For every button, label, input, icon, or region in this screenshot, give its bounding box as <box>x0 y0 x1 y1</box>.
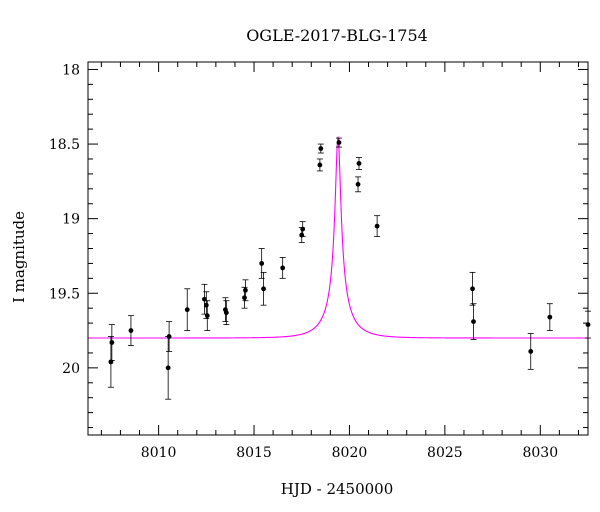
data-point <box>127 315 134 346</box>
axis-ticks <box>88 62 588 435</box>
y-tick-label: 19.5 <box>49 286 80 302</box>
data-point <box>374 215 381 237</box>
x-tick-label: 8020 <box>332 445 368 461</box>
data-point <box>242 279 249 302</box>
data-point <box>279 257 286 279</box>
data-point <box>108 324 115 361</box>
data-marker <box>243 287 248 293</box>
data-marker <box>317 162 323 168</box>
data-point <box>204 300 211 331</box>
data-marker <box>223 310 229 316</box>
data-marker <box>547 314 553 320</box>
data-marker <box>242 295 247 301</box>
data-marker <box>355 181 361 187</box>
data-marker <box>471 319 476 325</box>
data-point <box>166 321 173 352</box>
data-marker <box>166 334 172 339</box>
y-tick-label: 20 <box>62 361 80 377</box>
data-marker <box>300 226 306 232</box>
x-tick-label: 8025 <box>427 445 463 461</box>
chart-title: OGLE-2017-BLG-1754 <box>246 26 428 45</box>
data-point <box>299 221 306 237</box>
data-marker <box>528 349 534 354</box>
data-point <box>355 157 362 170</box>
data-marker <box>109 340 115 345</box>
data-point <box>317 143 324 154</box>
data-point <box>546 303 553 331</box>
data-points-layer <box>107 137 591 400</box>
data-marker <box>280 265 286 271</box>
data-marker <box>203 302 209 308</box>
model-curve-layer <box>88 136 588 339</box>
x-tick-label: 8015 <box>236 445 272 461</box>
data-marker <box>356 161 362 166</box>
data-point <box>316 158 323 172</box>
data-point <box>527 333 534 370</box>
data-point <box>165 336 172 400</box>
data-marker <box>336 140 342 145</box>
model-curve <box>88 136 588 339</box>
data-marker <box>165 365 171 371</box>
data-point <box>335 137 342 148</box>
data-point <box>184 288 191 331</box>
data-point <box>201 283 208 315</box>
data-point <box>469 271 476 306</box>
data-point <box>260 271 267 306</box>
data-point <box>258 248 265 279</box>
y-tick-label: 18.5 <box>49 137 80 153</box>
x-tick-label: 8030 <box>522 445 558 461</box>
data-marker <box>261 286 266 292</box>
y-axis-label: I magnitude <box>10 211 28 303</box>
y-tick-label: 18 <box>62 62 80 78</box>
data-point <box>470 303 477 340</box>
data-point <box>222 297 229 323</box>
plot-frame <box>87 61 589 436</box>
data-point <box>355 176 362 193</box>
y-tick-label: 19 <box>62 212 80 228</box>
data-point <box>223 300 230 325</box>
data-marker <box>259 261 265 266</box>
data-marker <box>204 313 210 319</box>
data-marker <box>318 146 324 151</box>
data-marker <box>128 328 134 333</box>
tick-labels: 8010 8015 8020 8025 8030 18 18.5 19 19.5 20 <box>49 62 558 461</box>
x-tick-label: 8010 <box>141 445 177 461</box>
data-marker <box>470 286 475 292</box>
data-marker <box>374 223 380 229</box>
data-marker <box>184 307 190 313</box>
x-axis-label: HJD - 2450000 <box>281 480 394 498</box>
